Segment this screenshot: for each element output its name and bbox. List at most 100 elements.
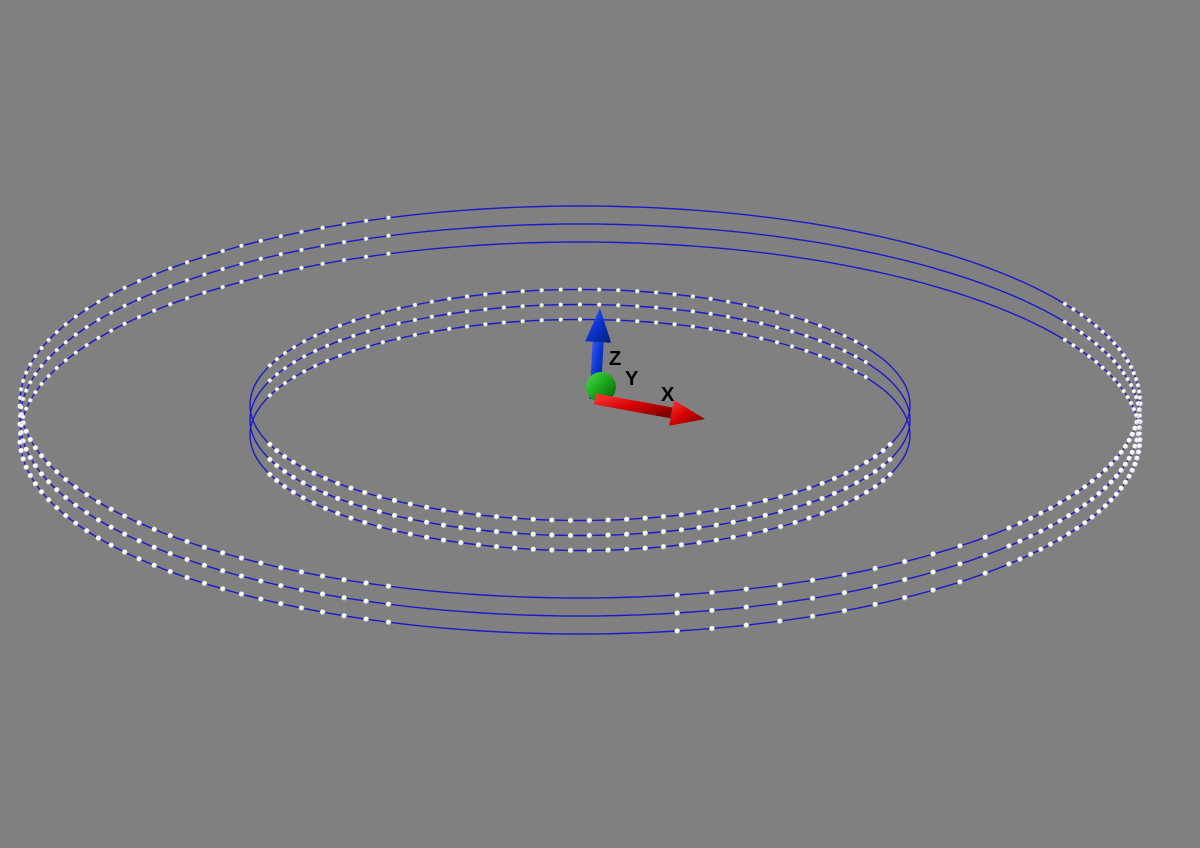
control-point [24, 389, 28, 393]
control-point [842, 590, 847, 595]
control-point [597, 288, 601, 292]
control-point [63, 495, 68, 500]
control-point [386, 584, 391, 589]
control-point [377, 524, 382, 529]
control-point [54, 505, 59, 510]
control-point [397, 321, 401, 325]
control-point [777, 601, 782, 606]
control-point [239, 592, 244, 597]
control-point [864, 375, 868, 379]
control-point [873, 566, 878, 571]
control-point [540, 288, 544, 292]
control-point [763, 513, 768, 518]
control-point [185, 557, 190, 562]
control-point [152, 273, 156, 277]
control-point [559, 303, 563, 307]
control-point [1132, 371, 1136, 375]
control-points [18, 216, 1143, 634]
control-point [137, 538, 142, 543]
control-point [1038, 547, 1043, 552]
control-point [1017, 539, 1022, 544]
control-point [84, 492, 89, 497]
viewport-3d[interactable]: ZYX [0, 0, 1200, 848]
control-point [268, 378, 272, 382]
control-point [447, 312, 451, 316]
control-point [549, 533, 554, 538]
control-point [313, 364, 317, 368]
control-point [726, 330, 730, 334]
control-point [152, 563, 157, 568]
control-point [864, 360, 868, 364]
control-point [873, 484, 878, 489]
control-point [239, 244, 243, 248]
control-point [832, 476, 837, 481]
control-point [342, 595, 347, 600]
control-point [1127, 456, 1132, 461]
control-point [806, 501, 811, 506]
control-point [597, 303, 601, 307]
control-point [494, 514, 499, 519]
control-point [483, 322, 487, 326]
control-point [64, 340, 68, 344]
control-point [259, 275, 263, 279]
control-point [793, 505, 798, 510]
control-point [1103, 503, 1108, 508]
control-point [109, 543, 114, 548]
control-point [275, 387, 279, 391]
control-point [185, 575, 190, 580]
control-point [1132, 389, 1136, 393]
control-point [709, 608, 714, 613]
control-point [931, 588, 936, 593]
control-point [476, 512, 481, 517]
control-point [854, 339, 858, 343]
control-point [386, 216, 390, 220]
control-point [1090, 497, 1095, 502]
control-point [1074, 526, 1079, 531]
control-point [21, 397, 25, 401]
control-point [1114, 492, 1119, 497]
control-point [392, 498, 397, 503]
control-point [1107, 353, 1111, 357]
control-point [731, 520, 736, 525]
control-point [697, 525, 702, 530]
control-point [864, 460, 869, 465]
control-point [33, 354, 37, 358]
control-point [810, 578, 815, 583]
control-point [291, 490, 296, 495]
control-point [1066, 513, 1071, 518]
control-point [364, 617, 369, 622]
control-point [775, 325, 779, 329]
control-point [531, 532, 536, 537]
control-point [46, 497, 51, 502]
control-point [559, 318, 563, 322]
control-point [386, 620, 391, 625]
control-point [123, 304, 127, 308]
control-point [137, 556, 142, 561]
control-point [413, 333, 417, 337]
control-point [1048, 542, 1053, 547]
control-point [714, 538, 719, 543]
control-point [804, 334, 808, 338]
control-point [1129, 365, 1133, 369]
control-point [709, 297, 713, 301]
control-point [888, 472, 893, 477]
control-point [413, 303, 417, 307]
control-point [881, 463, 886, 468]
control-point [1138, 432, 1142, 436]
control-point [291, 460, 296, 465]
control-point [540, 303, 544, 307]
control-point [85, 307, 89, 311]
control-point [1038, 511, 1043, 516]
control-point [790, 344, 794, 348]
control-point [458, 540, 463, 545]
control-point [109, 507, 114, 512]
spline-curves [20, 206, 1140, 634]
control-point [679, 527, 684, 532]
control-point [292, 375, 296, 379]
control-point [854, 369, 858, 373]
control-point [301, 495, 306, 500]
control-point [820, 511, 825, 516]
control-point [311, 471, 316, 476]
control-point [1112, 377, 1116, 381]
control-point [793, 520, 798, 525]
